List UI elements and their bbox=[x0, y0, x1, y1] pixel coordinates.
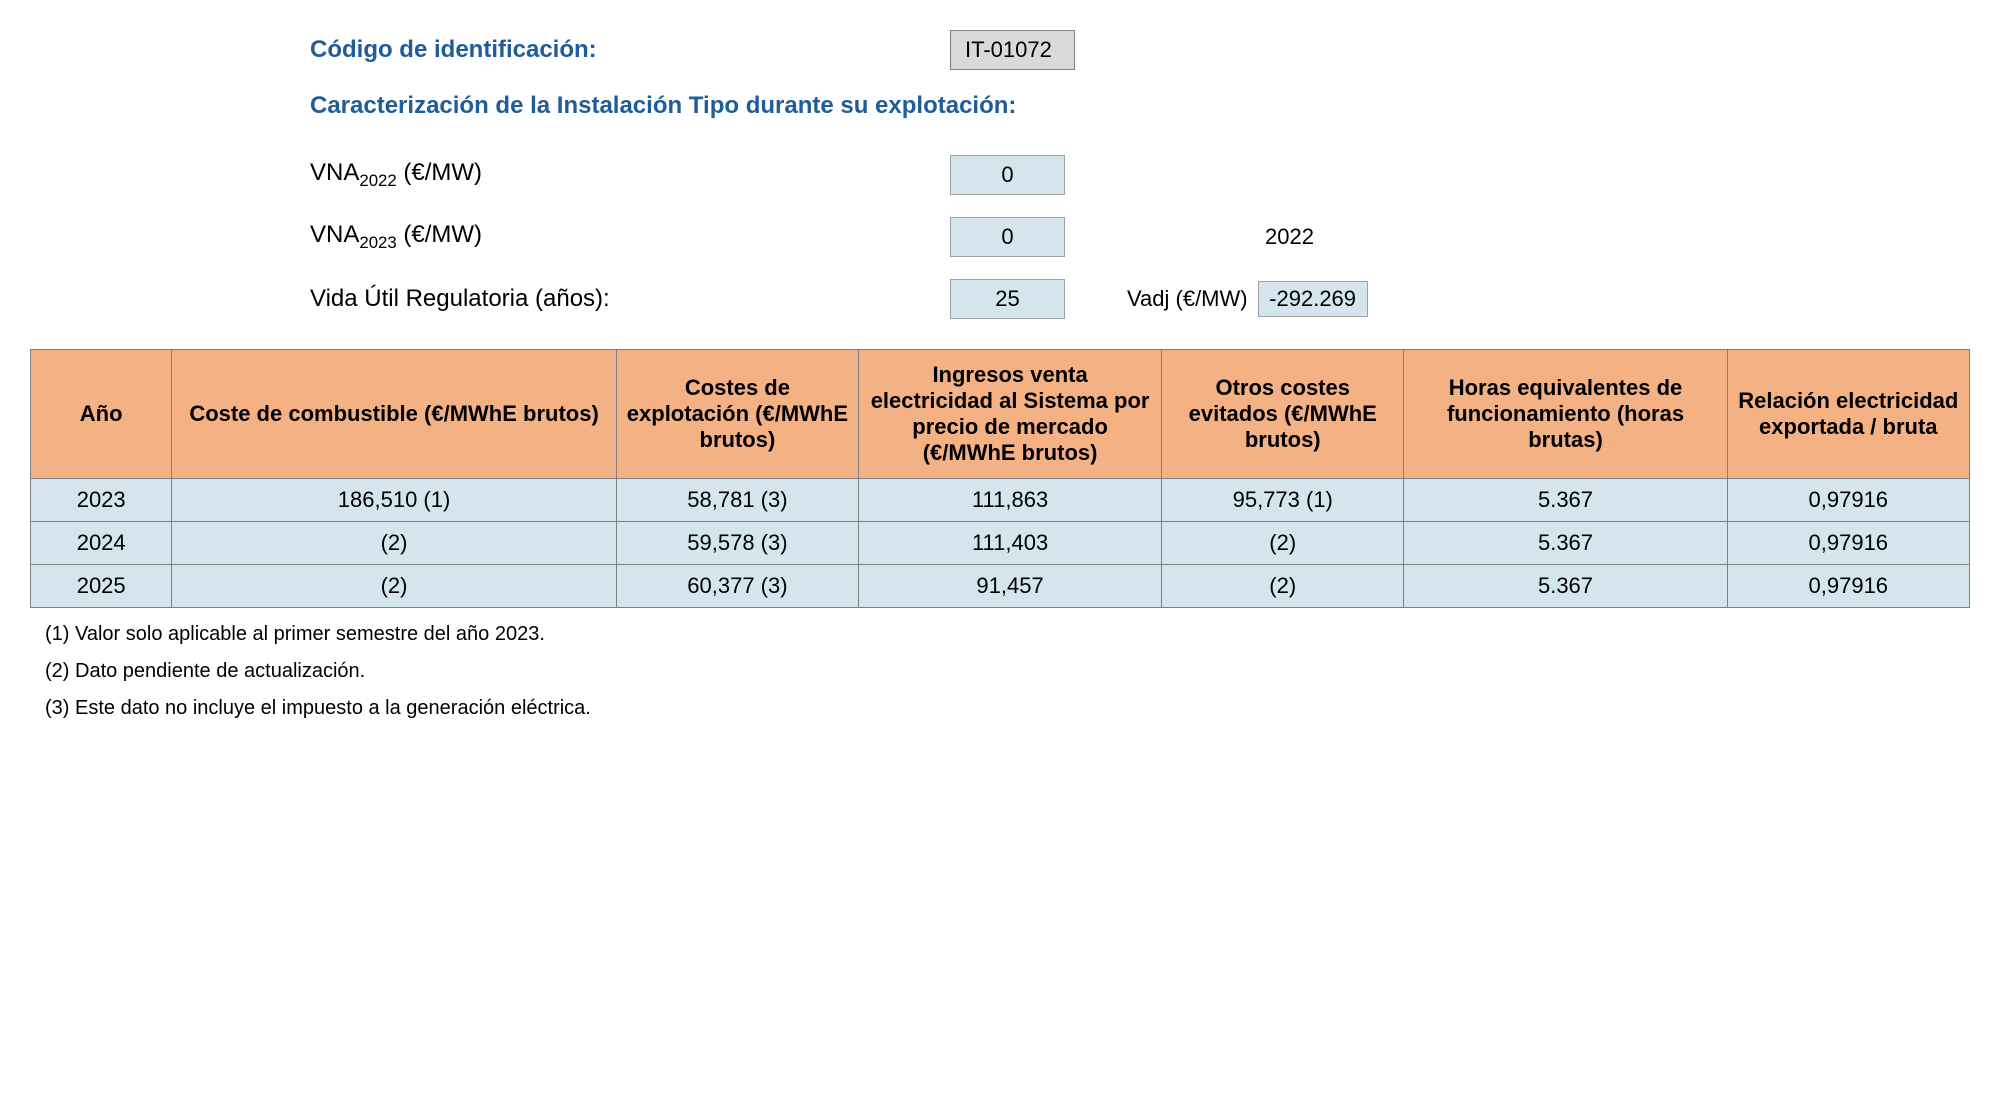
cell-fuel_cost: (2) bbox=[172, 565, 616, 608]
cell-income: 91,457 bbox=[859, 565, 1162, 608]
table-row: 2025(2)60,377 (3)91,457(2)5.3670,97916 bbox=[31, 565, 1970, 608]
header-income: Ingresos venta electricidad al Sistema p… bbox=[859, 350, 1162, 479]
cell-hours: 5.367 bbox=[1404, 479, 1727, 522]
footnote: (1) Valor solo aplicable al primer semes… bbox=[45, 623, 1970, 646]
cell-ratio: 0,97916 bbox=[1727, 522, 1969, 565]
cell-ratio: 0,97916 bbox=[1727, 565, 1969, 608]
cell-income: 111,863 bbox=[859, 479, 1162, 522]
cell-fuel_cost: 186,510 (1) bbox=[172, 479, 616, 522]
cell-fuel_cost: (2) bbox=[172, 522, 616, 565]
regulatory-life-value: 25 bbox=[950, 279, 1065, 319]
cell-hours: 5.367 bbox=[1404, 565, 1727, 608]
header-exploit-cost: Costes de explotación (€/MWhE brutos) bbox=[616, 350, 858, 479]
regulatory-life-label: Vida Útil Regulatoria (años): bbox=[310, 285, 950, 313]
vna-2022-value: 0 bbox=[950, 155, 1065, 195]
vadj-label: Vadj (€/MW) bbox=[1127, 286, 1248, 312]
vna-2023-value: 0 bbox=[950, 217, 1065, 257]
footnote: (3) Este dato no incluye el impuesto a l… bbox=[45, 697, 1970, 720]
table-header-row: Año Coste de combustible (€/MWhE brutos)… bbox=[31, 350, 1970, 479]
regulatory-life-row: Vida Útil Regulatoria (años): 25 Vadj (€… bbox=[310, 279, 1970, 319]
vna-2022-label: VNA2022 (€/MW) bbox=[310, 159, 950, 191]
data-table: Año Coste de combustible (€/MWhE brutos)… bbox=[30, 349, 1970, 608]
characterization-title: Caracterización de la Instalación Tipo d… bbox=[310, 92, 1970, 120]
vadj-value: -292.269 bbox=[1258, 281, 1368, 317]
cell-other_costs: 95,773 (1) bbox=[1162, 479, 1404, 522]
code-id-value: IT-01072 bbox=[950, 30, 1075, 70]
cell-exploit_cost: 58,781 (3) bbox=[616, 479, 858, 522]
cell-year: 2024 bbox=[31, 522, 172, 565]
code-id-row: Código de identificación: IT-01072 bbox=[310, 30, 1970, 70]
cell-year: 2025 bbox=[31, 565, 172, 608]
header-fuel-cost: Coste de combustible (€/MWhE brutos) bbox=[172, 350, 616, 479]
cell-exploit_cost: 59,578 (3) bbox=[616, 522, 858, 565]
vna-2022-row: VNA2022 (€/MW) 0 bbox=[310, 155, 1970, 195]
cell-other_costs: (2) bbox=[1162, 565, 1404, 608]
table-row: 2024(2)59,578 (3)111,403(2)5.3670,97916 bbox=[31, 522, 1970, 565]
cell-other_costs: (2) bbox=[1162, 522, 1404, 565]
header-other-costs: Otros costes evitados (€/MWhE brutos) bbox=[1162, 350, 1404, 479]
cell-hours: 5.367 bbox=[1404, 522, 1727, 565]
cell-income: 111,403 bbox=[859, 522, 1162, 565]
code-id-label: Código de identificación: bbox=[310, 36, 950, 64]
header-ratio: Relación electricidad exportada / bruta bbox=[1727, 350, 1969, 479]
footnote: (2) Dato pendiente de actualización. bbox=[45, 660, 1970, 683]
cell-ratio: 0,97916 bbox=[1727, 479, 1969, 522]
footnotes: (1) Valor solo aplicable al primer semes… bbox=[30, 623, 1970, 720]
cell-year: 2023 bbox=[31, 479, 172, 522]
vna-2023-label: VNA2023 (€/MW) bbox=[310, 221, 950, 253]
header-hours: Horas equivalentes de funcionamiento (ho… bbox=[1404, 350, 1727, 479]
vna-2023-row: VNA2023 (€/MW) 0 2022 bbox=[310, 217, 1970, 257]
ref-year: 2022 bbox=[1265, 224, 1314, 250]
table-row: 2023186,510 (1)58,781 (3)111,86395,773 (… bbox=[31, 479, 1970, 522]
header-year: Año bbox=[31, 350, 172, 479]
cell-exploit_cost: 60,377 (3) bbox=[616, 565, 858, 608]
